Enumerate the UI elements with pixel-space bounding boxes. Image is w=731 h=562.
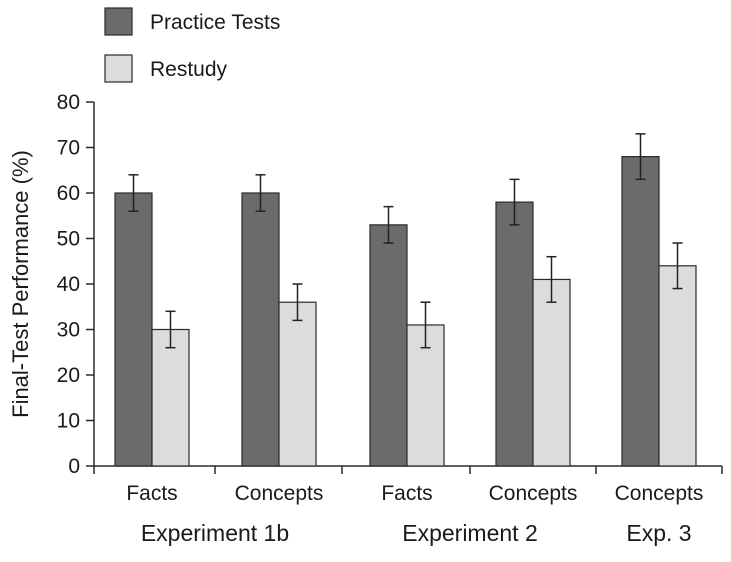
category-label: Concepts <box>489 482 578 505</box>
y-tick-label: 40 <box>57 273 80 296</box>
legend-swatch-restudy <box>104 54 133 83</box>
y-tick-label: 10 <box>57 410 80 433</box>
category-label: Facts <box>381 482 432 505</box>
bar-practice-tests <box>369 224 408 467</box>
y-tick-label: 0 <box>68 455 80 478</box>
bar-practice-tests <box>621 156 660 467</box>
bar-practice-tests <box>241 192 280 467</box>
bar-practice-tests <box>114 192 153 467</box>
legend-label: Restudy <box>150 58 228 81</box>
group-label: Experiment 2 <box>402 520 538 546</box>
bar-practice-tests <box>495 201 534 467</box>
legend-label: Practice Tests <box>150 11 280 34</box>
category-label: Concepts <box>615 482 704 505</box>
bar-restudy <box>658 265 697 467</box>
bar-restudy <box>532 278 571 467</box>
category-labels: Facts Concepts Facts Concepts Concepts Experi… <box>126 482 703 546</box>
group-label: Exp. 3 <box>626 520 691 546</box>
y-tick-label: 20 <box>57 364 80 387</box>
bar-restudy <box>278 301 317 467</box>
bar-restudy <box>406 324 445 467</box>
y-axis-title: Final-Test Performance (%) <box>8 150 33 418</box>
y-tick-label: 70 <box>57 137 80 160</box>
bars <box>114 133 697 467</box>
y-tick-label: 60 <box>57 182 80 205</box>
y-tick-label: 80 <box>57 91 80 114</box>
y-tick-label: 30 <box>57 319 80 342</box>
bar-restudy <box>151 328 190 467</box>
axes: 0 10 20 30 40 50 60 70 80 Final-Test Performance … <box>8 91 723 478</box>
legend: Practice Tests Restudy <box>104 7 280 83</box>
category-label: Facts <box>126 482 177 505</box>
group-label: Experiment 1b <box>141 520 289 546</box>
y-tick-label: 50 <box>57 228 80 251</box>
category-label: Concepts <box>235 482 324 505</box>
legend-swatch-practice-tests <box>104 7 133 36</box>
